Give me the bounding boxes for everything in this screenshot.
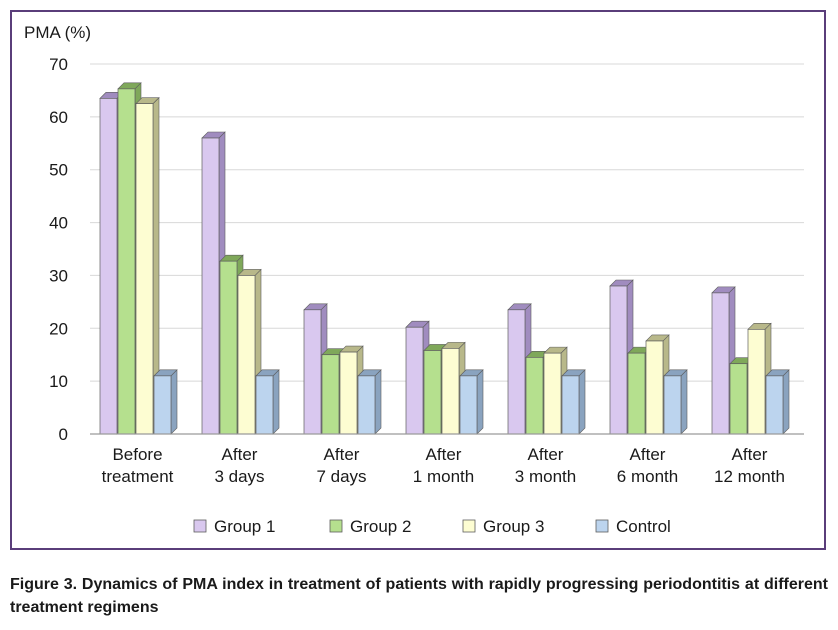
y-axis-label: PMA (%)	[24, 23, 91, 42]
bar	[543, 352, 562, 435]
legend-label: Control	[616, 517, 671, 536]
bar	[729, 363, 748, 435]
y-tick-label: 40	[49, 214, 68, 233]
bar-side	[680, 369, 688, 435]
bar	[711, 292, 730, 435]
bar	[765, 375, 784, 435]
bar	[747, 328, 766, 435]
gridlines	[90, 63, 804, 382]
y-tick-label: 20	[49, 319, 68, 338]
legend-label: Group 2	[350, 517, 411, 536]
figure-caption: Figure 3. Dynamics of PMA index in treat…	[10, 576, 828, 616]
chart-frame: 0 10 20 30 40 50 60 70 Before treatment After 3 da…	[10, 10, 826, 550]
bar	[423, 350, 442, 435]
bar	[405, 326, 424, 435]
bar-side	[476, 369, 484, 435]
y-tick-label: 0	[59, 425, 68, 444]
bar	[459, 375, 478, 435]
bar	[117, 88, 136, 435]
x-tick-label: After 7 days	[316, 445, 366, 486]
x-tick-label: After 12 month	[714, 445, 785, 486]
bar-side	[782, 369, 790, 435]
bar	[357, 375, 376, 435]
bar	[663, 375, 682, 435]
y-axis-ticks: 0 10 20 30 40 50 60 70	[49, 55, 68, 444]
bar	[303, 309, 322, 435]
y-tick-label: 50	[49, 161, 68, 180]
bar	[321, 354, 340, 435]
bar	[99, 98, 118, 435]
legend-label: Group 1	[214, 517, 275, 536]
bar	[255, 375, 274, 435]
bar	[219, 260, 238, 435]
bar-chart: 0 10 20 30 40 50 60 70 Before treatment After 3 da…	[24, 23, 804, 536]
y-tick-label: 70	[49, 55, 68, 74]
legend-swatch	[462, 519, 476, 533]
legend-label: Group 3	[483, 517, 544, 536]
bar	[237, 275, 256, 435]
bar	[339, 351, 358, 435]
legend-swatch	[193, 519, 207, 533]
bar	[201, 137, 220, 435]
x-tick-label: Before treatment	[102, 445, 174, 486]
x-tick-label: After 3 days	[214, 445, 264, 486]
bar	[561, 375, 580, 435]
legend: Group 1 Group 2 Group 3 Control	[193, 517, 671, 536]
bar	[645, 340, 664, 435]
y-tick-label: 10	[49, 372, 68, 391]
x-tick-label: After 6 month	[617, 445, 678, 486]
bar-side	[374, 369, 382, 435]
bar	[525, 357, 544, 435]
bar-side	[170, 369, 178, 435]
bar	[153, 375, 172, 435]
bar	[627, 352, 646, 435]
y-tick-label: 30	[49, 266, 68, 285]
bar	[135, 103, 154, 435]
x-tick-label: After 1 month	[413, 445, 474, 486]
x-axis-labels: Before treatment After 3 days After 7 days Aft…	[102, 445, 785, 486]
bar-side	[272, 369, 280, 435]
x-tick-label: After 3 month	[515, 445, 576, 486]
legend-swatch	[595, 519, 609, 533]
bar	[441, 348, 460, 435]
bars	[99, 82, 790, 435]
bar	[507, 309, 526, 435]
bar	[609, 285, 628, 435]
bar-side	[578, 369, 586, 435]
legend-swatch	[329, 519, 343, 533]
y-tick-label: 60	[49, 108, 68, 127]
